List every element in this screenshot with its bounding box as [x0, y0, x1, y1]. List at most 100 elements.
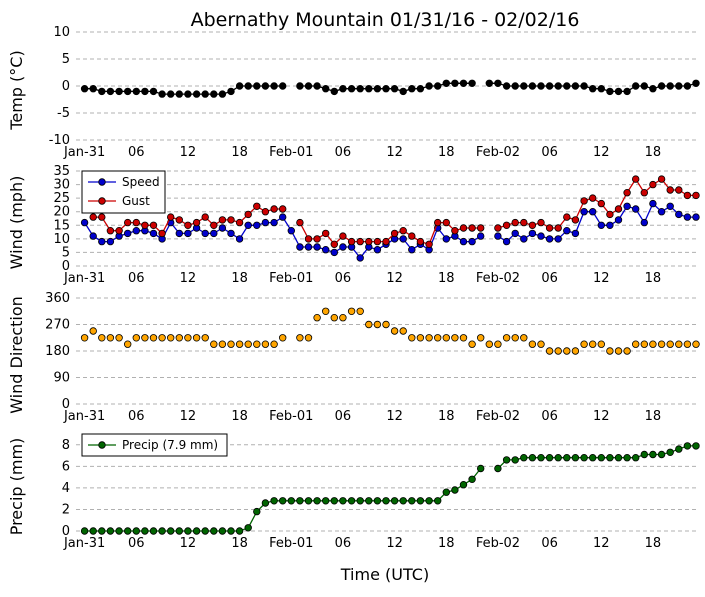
data-point: [98, 237, 106, 246]
data-point: [304, 235, 313, 243]
data-point: [304, 334, 313, 342]
data-point: [218, 224, 227, 232]
data-point: [537, 454, 545, 462]
y-tick-label: 5: [62, 245, 70, 260]
data-point: [184, 229, 192, 238]
data-point: [313, 497, 321, 505]
data-point: [192, 218, 201, 227]
x-tick-label: 18: [438, 145, 455, 160]
data-point: [545, 454, 554, 462]
data-point: [442, 79, 450, 87]
data-point: [261, 207, 270, 216]
data-point: [322, 229, 330, 238]
data-point: [416, 237, 425, 246]
data-point: [442, 218, 450, 227]
data-point: [442, 334, 450, 342]
data-point: [218, 527, 227, 535]
data-point: [614, 216, 623, 224]
x-tick-label: 18: [231, 536, 248, 551]
x-tick-label: 12: [386, 271, 403, 286]
x-tick-label: 06: [128, 409, 145, 424]
data-point: [692, 213, 700, 221]
data-point: [554, 82, 562, 90]
figure-title: Abernathy Mountain 01/31/16 - 02/02/16: [191, 9, 580, 31]
data-point: [390, 229, 399, 238]
y-tick-label: 25: [53, 191, 70, 206]
data-point: [563, 213, 571, 221]
data-point: [175, 334, 183, 342]
data-point: [580, 454, 588, 462]
data-point: [571, 347, 580, 355]
x-tick-label: 18: [645, 409, 662, 424]
data-point: [192, 90, 201, 98]
data-point: [149, 229, 158, 238]
data-point: [106, 87, 115, 96]
data-point: [640, 450, 648, 459]
data-point: [494, 232, 502, 240]
data-point: [468, 340, 476, 348]
data-point: [657, 450, 666, 459]
data-point: [649, 340, 657, 348]
data-point: [459, 79, 468, 87]
data-point: [330, 314, 338, 322]
y-tick-label: 30: [53, 178, 70, 193]
y-tick-label: 360: [45, 291, 70, 306]
series-gust: [89, 175, 700, 248]
data-point: [382, 237, 390, 246]
data-point: [683, 191, 692, 200]
data-point: [132, 334, 140, 342]
data-point: [683, 82, 692, 90]
data-point: [279, 497, 287, 505]
y-tick-label: 0: [62, 259, 70, 274]
data-point: [244, 524, 252, 532]
legend-label: Speed: [122, 175, 160, 189]
y-tick-label: -5: [57, 106, 70, 121]
data-point: [253, 82, 261, 90]
data-point: [89, 327, 97, 335]
data-point: [657, 175, 666, 183]
data-point: [330, 248, 338, 257]
panel-3: 0 2 4 6 8 Jan-31 06 12 18 Feb-01 06 12 18 Feb-02 06 12 1…: [7, 433, 700, 551]
y-tick-label: 5: [62, 52, 70, 67]
x-tick-label: Feb-02: [476, 536, 520, 551]
data-point: [640, 188, 648, 197]
data-point: [210, 229, 218, 238]
x-tick-label: 06: [335, 145, 352, 160]
data-point: [287, 226, 295, 235]
data-point: [287, 497, 295, 505]
data-point: [123, 229, 132, 238]
data-point: [201, 213, 209, 221]
data-point: [313, 314, 321, 322]
data-point: [270, 82, 278, 90]
x-tick-label: 12: [386, 145, 403, 160]
y-tick-label: 10: [53, 232, 70, 247]
data-point: [468, 224, 476, 232]
data-point: [554, 235, 562, 243]
data-point: [382, 320, 390, 329]
data-point: [132, 87, 140, 96]
data-point: [218, 216, 227, 224]
data-point: [201, 90, 209, 98]
data-point: [149, 221, 158, 229]
data-point: [123, 218, 132, 227]
data-point: [451, 226, 459, 235]
x-tick-label: Feb-02: [476, 145, 520, 160]
legend-marker: [98, 197, 106, 205]
x-tick-label: 12: [180, 271, 197, 286]
x-tick-label: Jan-31: [63, 145, 105, 160]
y-tick-label: 15: [53, 218, 70, 233]
data-point: [571, 454, 580, 462]
data-point: [614, 347, 623, 355]
data-point: [537, 340, 545, 348]
x-tick-label: 18: [231, 409, 248, 424]
data-point: [158, 90, 166, 98]
x-tick-label: Jan-31: [63, 271, 105, 286]
data-point: [382, 497, 390, 505]
data-point: [106, 334, 115, 342]
data-point: [89, 232, 97, 240]
data-point: [149, 527, 158, 535]
data-point: [80, 334, 89, 342]
data-point: [606, 210, 614, 219]
y-axis-label: Wind Direction: [7, 296, 26, 414]
y-tick-label: 90: [53, 371, 70, 386]
